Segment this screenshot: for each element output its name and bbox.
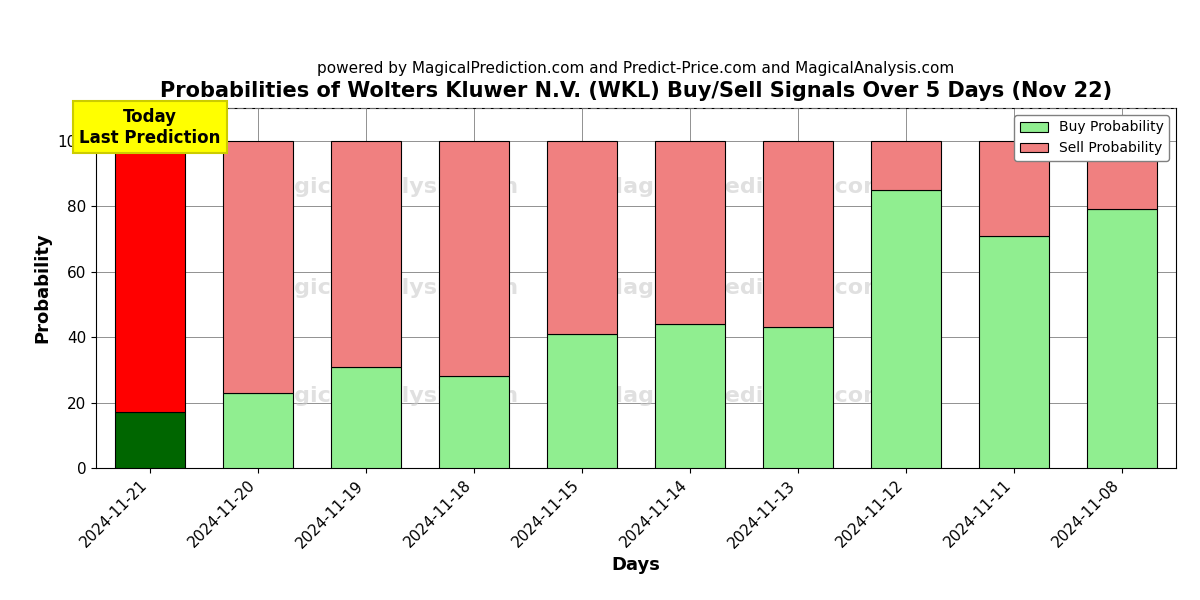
Bar: [331, 141, 401, 367]
Bar: [115, 412, 185, 468]
Bar: [547, 334, 617, 468]
Bar: [655, 324, 725, 468]
Bar: [439, 141, 509, 376]
Text: powered by MagicalPrediction.com and Predict-Price.com and MagicalAnalysis.com: powered by MagicalPrediction.com and Pre…: [317, 61, 955, 76]
Text: MagicalAnalysis.com: MagicalAnalysis.com: [257, 386, 518, 406]
Bar: [655, 141, 725, 324]
Text: MagicalAnalysis.com: MagicalAnalysis.com: [257, 177, 518, 197]
Bar: [871, 141, 941, 190]
Text: MagicalAnalysis.com: MagicalAnalysis.com: [257, 278, 518, 298]
Bar: [331, 367, 401, 468]
Title: Probabilities of Wolters Kluwer N.V. (WKL) Buy/Sell Signals Over 5 Days (Nov 22): Probabilities of Wolters Kluwer N.V. (WK…: [160, 81, 1112, 101]
Bar: [115, 141, 185, 412]
Bar: [223, 141, 293, 393]
Legend: Buy Probability, Sell Probability: Buy Probability, Sell Probability: [1014, 115, 1169, 161]
X-axis label: Days: Days: [612, 556, 660, 574]
Bar: [763, 141, 833, 327]
Bar: [1087, 209, 1157, 468]
Text: MagicalPrediction.com: MagicalPrediction.com: [601, 278, 887, 298]
Bar: [871, 190, 941, 468]
Bar: [979, 236, 1049, 468]
Bar: [763, 327, 833, 468]
Bar: [979, 141, 1049, 236]
Bar: [547, 141, 617, 334]
Text: MagicalPrediction.com: MagicalPrediction.com: [601, 386, 887, 406]
Bar: [439, 376, 509, 468]
Bar: [1087, 141, 1157, 209]
Text: MagicalPrediction.com: MagicalPrediction.com: [601, 177, 887, 197]
Y-axis label: Probability: Probability: [34, 233, 52, 343]
Text: Today
Last Prediction: Today Last Prediction: [79, 108, 221, 147]
Bar: [223, 393, 293, 468]
